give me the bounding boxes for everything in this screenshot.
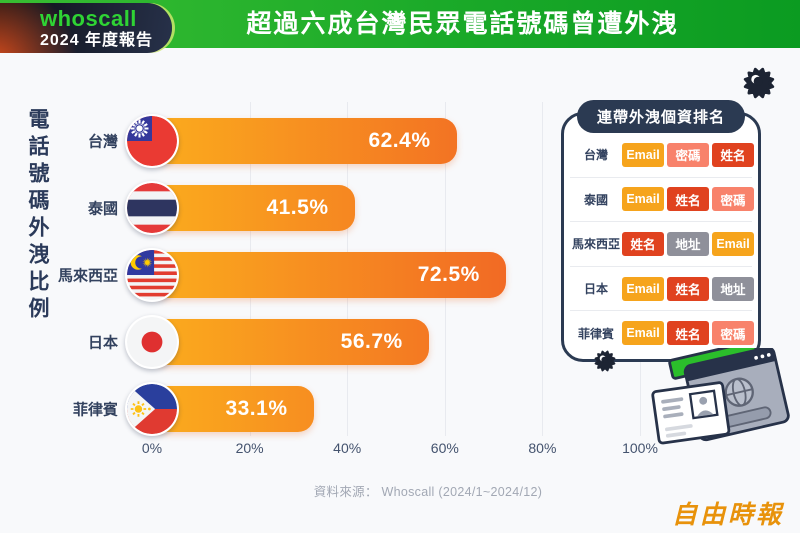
bar-row: 泰國 41.5%: [0, 181, 800, 235]
data-source-note: 資料來源： Whoscall (2024/1~2024/12): [313, 485, 543, 499]
x-tick-label: 60%: [430, 440, 459, 456]
ranking-country-label: 台灣: [583, 148, 608, 163]
chip-group: Email 姓名 密碼: [622, 321, 754, 346]
thailand-flag-icon: [125, 181, 179, 235]
data-type-chip: 姓名: [622, 231, 664, 256]
country-label: 泰國: [87, 200, 118, 218]
gridline: [542, 102, 544, 436]
bar-row: 馬來西亞 72.5%: [0, 248, 800, 302]
chart-vertical-title: 電話號碼外洩比例: [26, 108, 49, 324]
whoscall-badge: whoscall 2024 年度報告: [0, 3, 172, 53]
chip-group: 姓名 地址 Email: [622, 231, 754, 256]
bar-fill: 56.7%: [152, 319, 429, 365]
bar-row: 菲律賓 33.1%: [0, 382, 800, 436]
virus-icon-small: [592, 348, 618, 374]
ranking-row: 馬來西亞 姓名 地址 Email: [570, 221, 754, 266]
data-type-chip: Email: [622, 276, 664, 301]
chip-group: Email 姓名 密碼: [622, 187, 754, 212]
chip-group: Email 密碼 姓名: [622, 142, 754, 167]
ranking-card: 連帶外洩個資排名 台灣 Email 密碼 姓名 泰國 Email 姓名 密碼 馬來西亞 姓名 地址 E…: [561, 100, 761, 362]
taiwan-flag-icon: [125, 114, 179, 168]
country-label: 菲律賓: [72, 401, 118, 419]
x-tick-label: 20%: [235, 440, 264, 456]
report-year-label: 2024 年度報告: [40, 32, 154, 49]
japan-flag-icon: [125, 315, 179, 369]
bar-fill: 41.5%: [152, 185, 355, 231]
brand-name: whoscall: [40, 6, 137, 31]
data-type-chip: 姓名: [667, 187, 709, 212]
country-label: 馬來西亞: [57, 267, 118, 285]
bar-value-label: 72.5%: [417, 263, 480, 286]
ranking-country-label: 泰國: [583, 192, 608, 207]
x-tick-label: 80%: [528, 440, 557, 456]
page-title: 超過六成台灣民眾電話號碼曾遭外洩: [246, 10, 679, 38]
leaked-documents-illustration: [646, 340, 798, 452]
ranking-row: 台灣 Email 密碼 姓名: [570, 133, 754, 177]
bar-value-label: 41.5%: [266, 196, 329, 219]
bar-fill: 33.1%: [152, 386, 314, 432]
bar-chart: 0% 20% 40% 60% 80% 100% 台灣 62.4% 泰國 41.5% 馬來西亞 72.…: [0, 96, 800, 476]
ranking-row: 日本 Email 姓名 地址: [570, 265, 754, 311]
data-type-chip: Email: [622, 321, 664, 346]
ranking-country-label: 馬來西亞: [571, 237, 620, 252]
ranking-country-label: 日本: [583, 282, 608, 297]
ranking-country-label: 菲律賓: [577, 326, 614, 341]
philippines-flag-icon: [125, 382, 179, 436]
country-label: 日本: [87, 334, 118, 352]
x-tick-label: 40%: [333, 440, 362, 456]
data-type-chip: 姓名: [712, 142, 754, 167]
data-type-chip: Email: [712, 231, 754, 256]
ranking-row: 泰國 Email 姓名 密碼: [570, 176, 754, 222]
bar-value-label: 33.1%: [225, 397, 288, 420]
bar-row: 台灣 62.4%: [0, 114, 800, 168]
data-type-chip: 姓名: [667, 321, 709, 346]
bar-value-label: 56.7%: [340, 330, 403, 353]
ranking-row: 菲律賓 Email 姓名 密碼: [570, 310, 754, 355]
country-label: 台灣: [87, 133, 118, 151]
ranking-title: 連帶外洩個資排名: [576, 100, 746, 133]
data-type-chip: 密碼: [712, 321, 754, 346]
malaysia-flag-icon: [125, 248, 179, 302]
data-type-chip: Email: [622, 187, 664, 212]
data-type-chip: 地址: [667, 231, 709, 256]
data-type-chip: 密碼: [712, 187, 754, 212]
bar-fill: 62.4%: [152, 118, 457, 164]
publisher-logo: 自由時報: [671, 500, 784, 529]
bar-row: 日本 56.7%: [0, 315, 800, 369]
data-type-chip: Email: [622, 142, 664, 167]
data-type-chip: 地址: [712, 276, 754, 301]
data-type-chip: 姓名: [667, 276, 709, 301]
virus-icon: [740, 64, 778, 102]
bar-value-label: 62.4%: [368, 129, 431, 152]
x-tick-label: 0%: [141, 440, 163, 456]
chip-group: Email 姓名 地址: [622, 276, 754, 301]
data-type-chip: 密碼: [667, 142, 709, 167]
x-tick-label: 100%: [622, 440, 658, 456]
ranking-rows: 台灣 Email 密碼 姓名 泰國 Email 姓名 密碼 馬來西亞 姓名 地址 Email 日本 Ema…: [570, 133, 754, 355]
bar-fill: 72.5%: [152, 252, 506, 298]
